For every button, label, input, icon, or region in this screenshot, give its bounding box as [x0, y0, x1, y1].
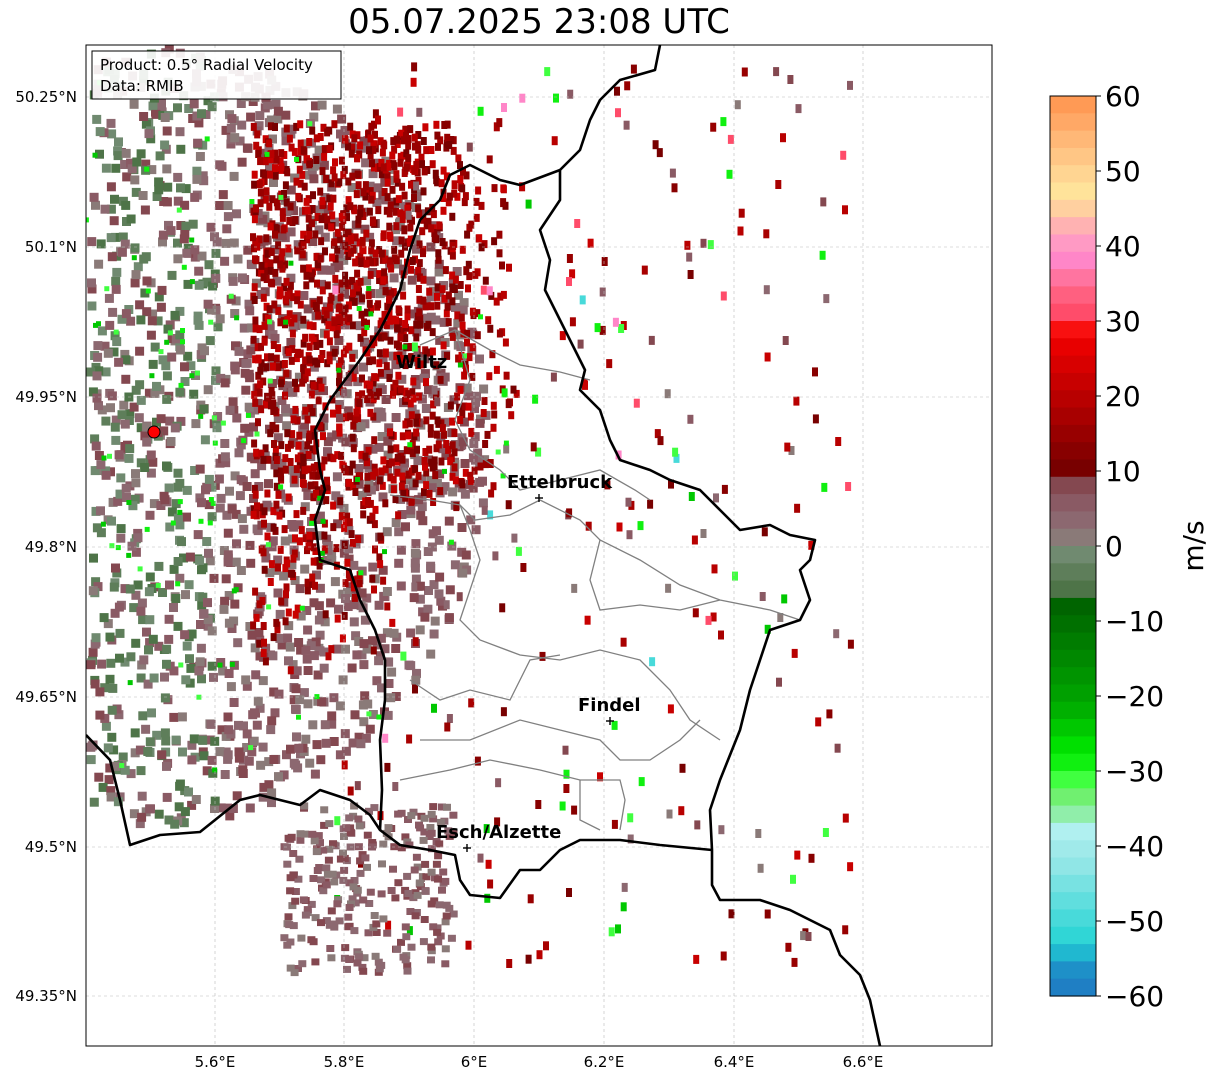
place-label-ettelbruck: Ettelbruck	[507, 472, 613, 493]
lat-tick: 49.65°N	[15, 688, 77, 706]
radar-site-marker	[147, 425, 161, 439]
lon-tick: 5.6°E	[195, 1053, 236, 1071]
place-label-esch-alzette: Esch/Alzette	[436, 822, 561, 843]
place-label-wiltz: Wiltz	[396, 352, 447, 373]
info-box: Product: 0.5° Radial Velocity Data: RMIB	[91, 50, 342, 100]
info-data-source: Data: RMIB	[100, 77, 184, 95]
lat-tick: 49.8°N	[25, 538, 77, 556]
canton-boundaries	[389, 329, 801, 831]
gridlines	[86, 45, 992, 1046]
national-borders	[86, 45, 882, 1046]
lon-tick: 6.6°E	[843, 1053, 884, 1071]
info-product: Product: 0.5° Radial Velocity	[100, 56, 313, 74]
lat-tick: 49.95°N	[15, 388, 77, 406]
lon-tick: 6.2°E	[584, 1053, 625, 1071]
lat-tick: 49.5°N	[25, 838, 77, 856]
lat-tick: 49.35°N	[15, 987, 77, 1005]
lon-tick: 5.8°E	[324, 1053, 365, 1071]
lon-tick: 6°E	[461, 1053, 488, 1071]
latitude-tick-labels: 50.25°N 50.1°N 49.95°N 49.8°N 49.65°N 49…	[15, 88, 77, 1005]
radar-echoes	[86, 45, 854, 977]
plot-frame	[85, 44, 993, 1047]
longitude-tick-labels: 5.6°E 5.8°E 6°E 6.2°E 6.4°E 6.6°E	[195, 1053, 884, 1071]
lon-tick: 6.4°E	[714, 1053, 755, 1071]
map-title: 05.07.2025 23:08 UTC	[348, 2, 730, 42]
place-label-findel: Findel	[578, 695, 641, 716]
lat-tick: 50.25°N	[15, 88, 77, 106]
lat-tick: 50.1°N	[25, 238, 77, 256]
place-markers	[463, 494, 614, 852]
